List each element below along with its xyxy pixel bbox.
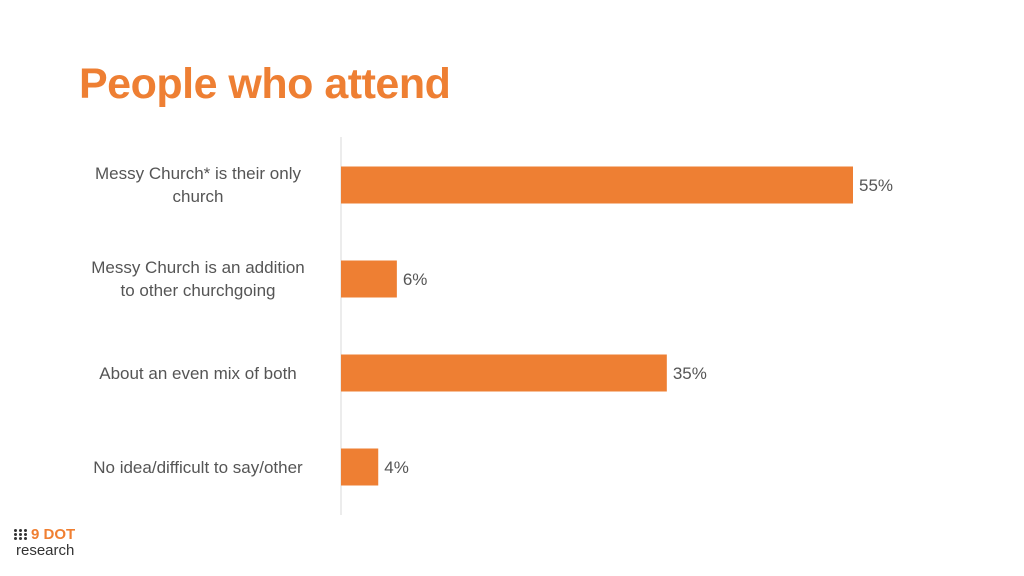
- category-label-2: Messy Church is an addition to other chur…: [63, 256, 333, 302]
- category-label-line: No idea/difficult to say/other: [93, 457, 303, 477]
- brand-subtitle: research: [16, 542, 75, 559]
- brand-name: 9 DOT: [31, 526, 76, 543]
- bar-2: [341, 260, 397, 298]
- category-label-line: About an even mix of both: [99, 363, 297, 383]
- data-label-2: 6%: [403, 270, 428, 289]
- category-label-3: About an even mix of both: [63, 362, 333, 385]
- data-label-1: 55%: [859, 176, 893, 195]
- category-label-line: church: [172, 187, 224, 206]
- bar-1: [341, 166, 853, 204]
- category-label-line: Messy Church* is their only: [95, 164, 301, 183]
- category-label-1: Messy Church* is their only church: [63, 162, 333, 208]
- category-label-line: Messy Church is an addition: [91, 258, 305, 277]
- bar-4: [341, 448, 379, 486]
- brand-logo: 9 DOT research: [14, 527, 75, 559]
- category-label-line: to other churchgoing: [120, 281, 276, 300]
- data-label-4: 4%: [384, 458, 409, 477]
- category-label-4: No idea/difficult to say/other: [63, 456, 333, 479]
- data-label-3: 35%: [673, 364, 707, 383]
- bar-3: [341, 354, 667, 392]
- dot-grid-icon: [14, 529, 28, 541]
- chart-title: People who attend: [79, 60, 451, 108]
